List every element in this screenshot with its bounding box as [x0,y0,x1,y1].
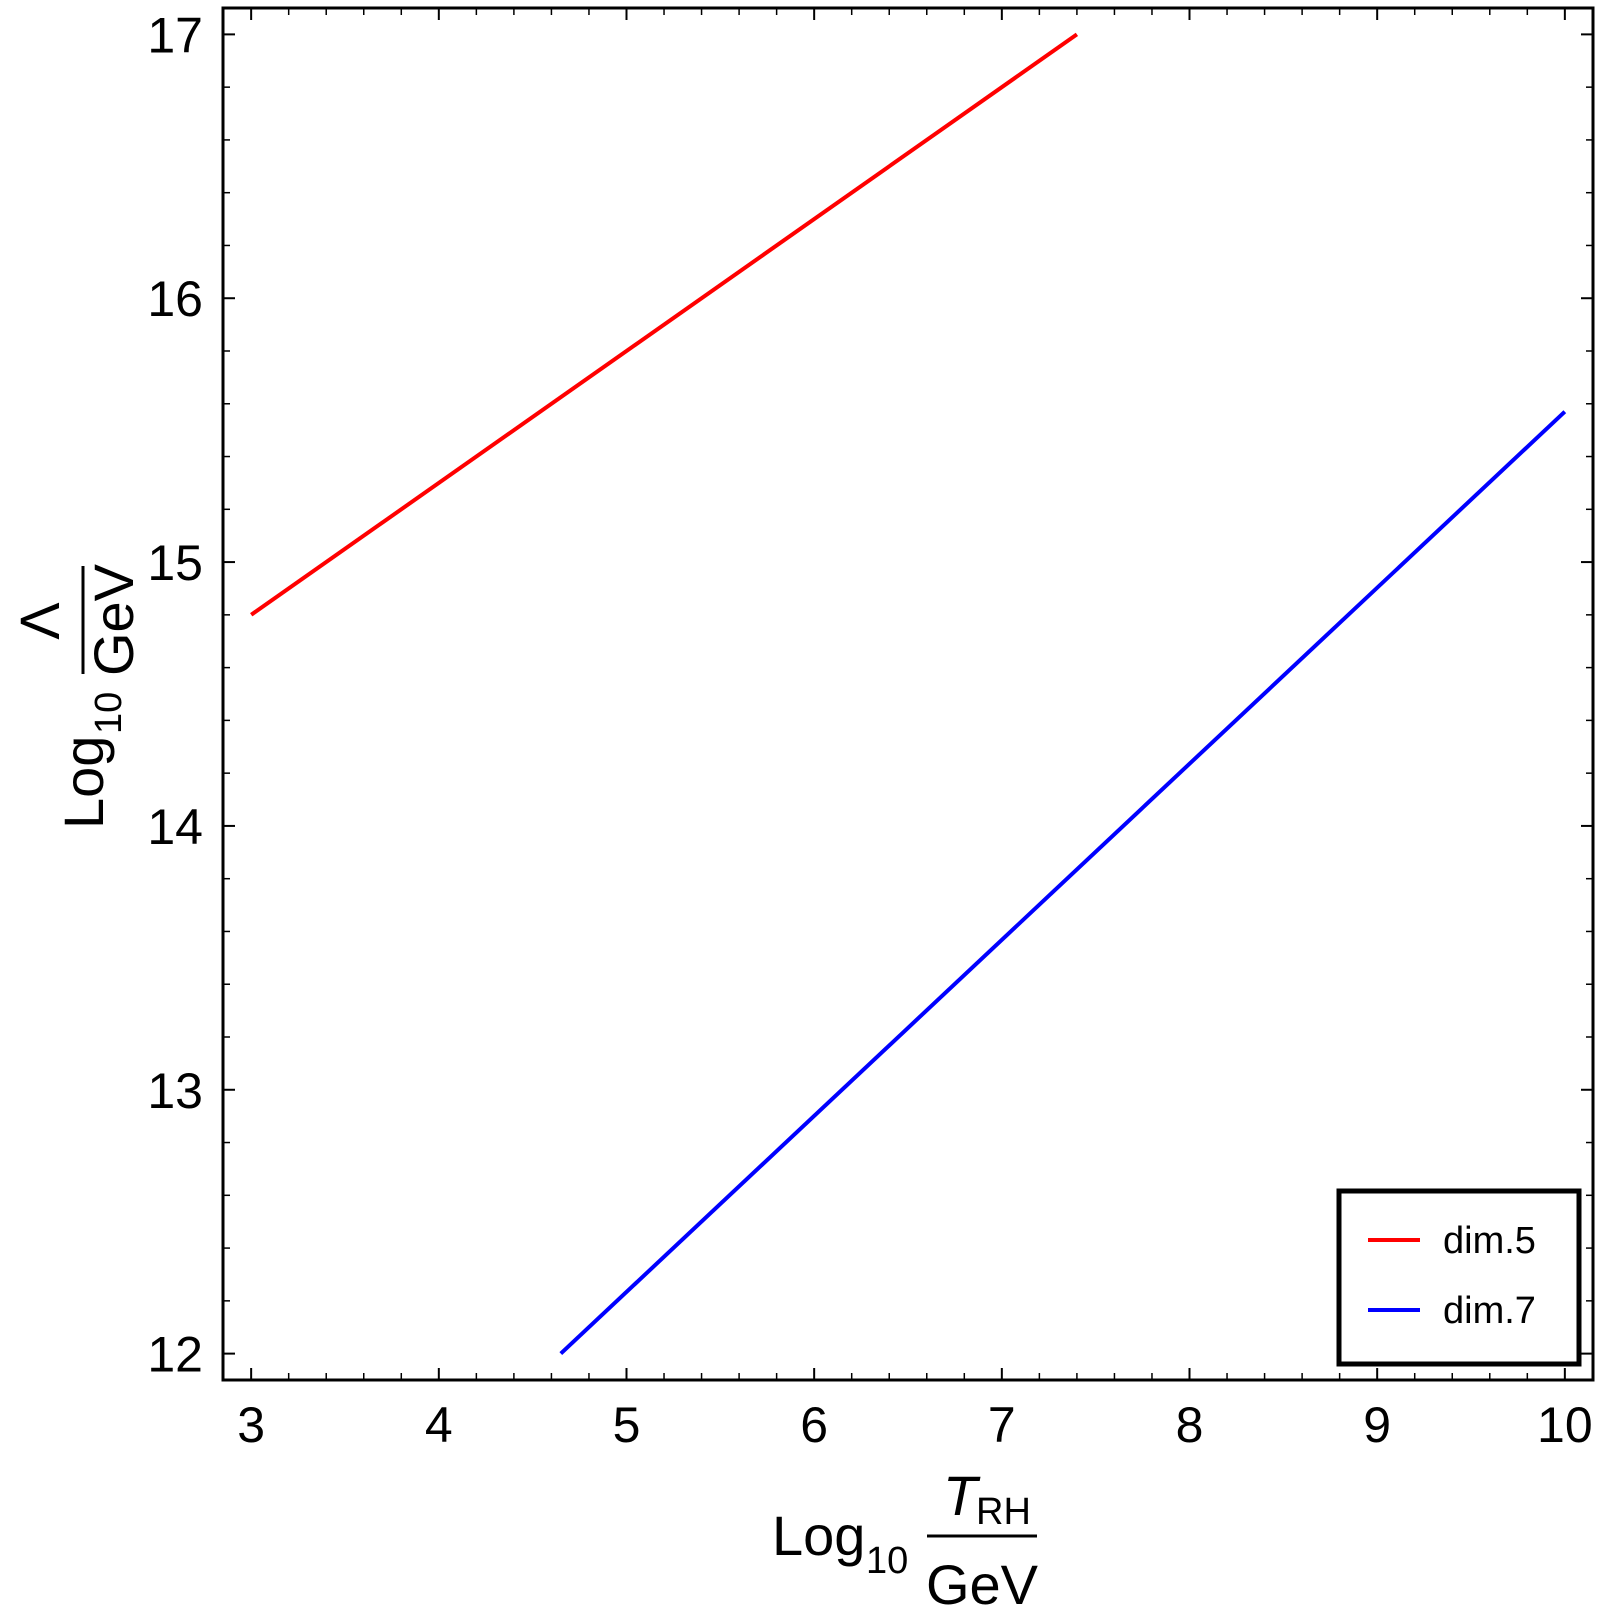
y-axis-label: Log 10 Λ GeV [8,563,145,829]
x-axis-label-numerator: T [943,1464,981,1527]
x-tick-label: 9 [1363,1397,1391,1453]
legend-label-dim7: dim.7 [1443,1290,1536,1332]
legend-label-dim5: dim.5 [1443,1220,1536,1262]
major-ticks [223,8,1593,1380]
legend-box [1336,1188,1582,1367]
y-tick-label: 16 [147,271,203,327]
plot-frame [221,6,1595,1382]
x-axis-label-numerator-sub: RH [976,1491,1031,1533]
y-axis-label-prefix: Log [52,736,115,829]
tick-labels: 3 4 5 6 7 8 9 10 12 13 14 15 16 17 [147,7,1592,1453]
y-tick-label: 15 [147,535,203,591]
x-tick-label: 5 [613,1397,641,1453]
x-tick-label: 6 [800,1397,828,1453]
x-axis-label-prefix: Log [772,1504,865,1567]
legend: dim.5 dim.7 [1336,1188,1582,1367]
y-axis-label-numerator: Λ [8,602,71,640]
x-tick-label: 4 [425,1397,453,1453]
y-axis-label-denominator: GeV [82,563,145,676]
series-line-dim5 [250,32,1079,617]
x-tick-label: 8 [1176,1397,1204,1453]
x-axis-label: Log 10 T RH GeV [772,1464,1039,1610]
x-tick-label: 10 [1537,1397,1593,1453]
y-axis-label-subscript: 10 [88,692,130,734]
series-lines [250,32,1567,1356]
y-tick-label: 14 [147,799,203,855]
x-tick-label: 3 [237,1397,265,1453]
minor-ticks [223,8,1593,1380]
y-tick-label: 12 [147,1327,203,1383]
x-axis-label-subscript: 10 [866,1540,908,1582]
y-tick-label: 13 [147,1063,203,1119]
series-line-dim7 [559,410,1567,1356]
y-tick-label: 17 [147,7,203,63]
x-axis-label-denominator: GeV [926,1553,1039,1610]
x-tick-label: 7 [988,1397,1016,1453]
